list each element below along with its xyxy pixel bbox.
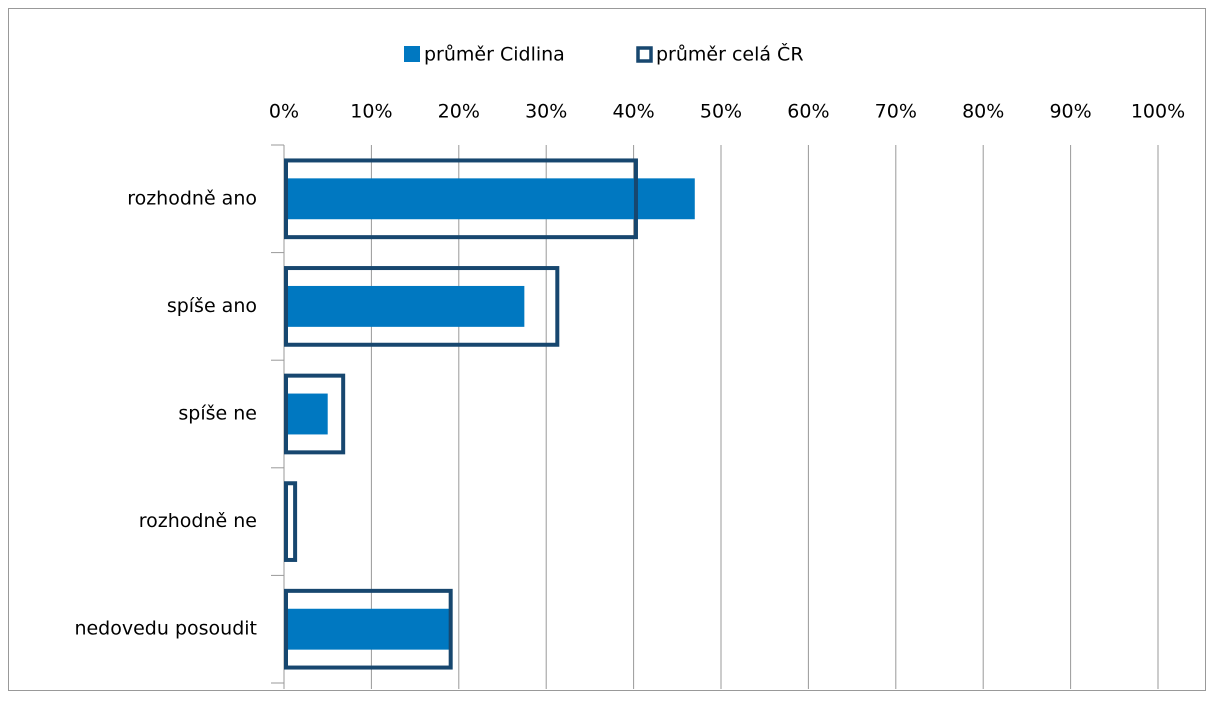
y-tick-label: spíše ne: [178, 403, 257, 425]
bar-outline: [284, 266, 560, 347]
x-tick-label: 80%: [962, 101, 1004, 123]
x-tick-label: 10%: [350, 101, 392, 123]
bar-outline: [284, 373, 346, 455]
x-tick-label: 20%: [438, 101, 480, 123]
bar: [284, 393, 328, 435]
bar-outline: [284, 481, 298, 562]
x-tick-label: 70%: [875, 101, 917, 123]
y-tick-label: spíše ano: [167, 295, 257, 317]
bar-outline: [284, 588, 453, 670]
y-tick-label: nedovedu posoudit: [74, 618, 257, 640]
x-tick-label: 100%: [1131, 101, 1185, 123]
bar: [284, 608, 451, 650]
bar: [284, 285, 525, 327]
x-tick-label: 50%: [700, 101, 742, 123]
x-tick-label: 90%: [1049, 101, 1091, 123]
x-tick-label: 30%: [525, 101, 567, 123]
legend-label: průměr Cidlina: [424, 44, 565, 66]
x-tick-label: 40%: [612, 101, 654, 123]
y-tick-label: rozhodně ne: [139, 510, 257, 532]
legend-swatch: [404, 46, 420, 62]
y-tick-label: rozhodně ano: [127, 187, 257, 209]
legend-swatch: [636, 46, 653, 63]
x-tick-label: 60%: [787, 101, 829, 123]
legend-label: průměr celá ČR: [656, 42, 804, 66]
bar: [284, 178, 695, 220]
bar-outline: [284, 158, 638, 240]
chart-frame: [8, 8, 1206, 691]
x-tick-label: 0%: [269, 101, 299, 123]
